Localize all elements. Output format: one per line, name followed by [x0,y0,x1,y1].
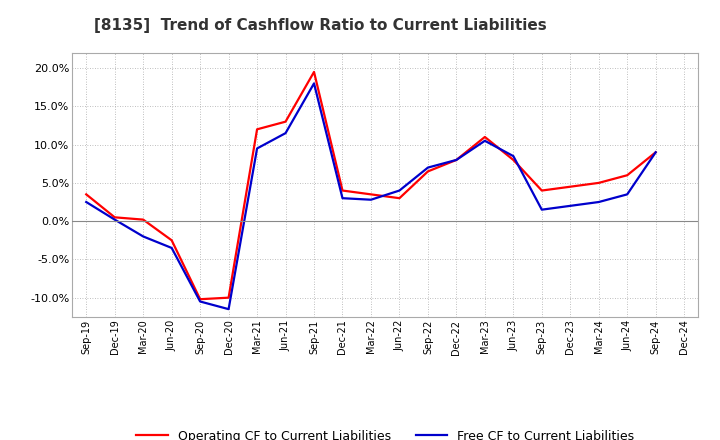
Free CF to Current Liabilities [82,199,91,205]
Operating CF to Current Liabilities [310,69,318,74]
Operating CF to Current Liabilities [139,217,148,222]
Line: Free CF to Current Liabilities: Free CF to Current Liabilities [86,84,656,309]
Operating CF to Current Liabilities [395,195,404,201]
Free CF to Current Liabilities [566,203,575,209]
Free CF to Current Liabilities [423,165,432,170]
Free CF to Current Liabilities [282,131,290,136]
Legend: Operating CF to Current Liabilities, Free CF to Current Liabilities: Operating CF to Current Liabilities, Fre… [131,425,639,440]
Free CF to Current Liabilities [366,197,375,202]
Free CF to Current Liabilities [253,146,261,151]
Operating CF to Current Liabilities [82,192,91,197]
Text: [8135]  Trend of Cashflow Ratio to Current Liabilities: [8135] Trend of Cashflow Ratio to Curren… [94,18,546,33]
Free CF to Current Liabilities [196,299,204,304]
Operating CF to Current Liabilities [366,192,375,197]
Operating CF to Current Liabilities [338,188,347,193]
Operating CF to Current Liabilities [452,157,461,162]
Operating CF to Current Liabilities [537,188,546,193]
Operating CF to Current Liabilities [652,150,660,155]
Operating CF to Current Liabilities [196,297,204,302]
Free CF to Current Liabilities [225,307,233,312]
Operating CF to Current Liabilities [225,295,233,301]
Free CF to Current Liabilities [139,234,148,239]
Operating CF to Current Liabilities [167,238,176,243]
Operating CF to Current Liabilities [423,169,432,174]
Free CF to Current Liabilities [595,199,603,205]
Free CF to Current Liabilities [395,188,404,193]
Operating CF to Current Liabilities [110,215,119,220]
Free CF to Current Liabilities [110,217,119,222]
Free CF to Current Liabilities [623,192,631,197]
Free CF to Current Liabilities [509,154,518,159]
Free CF to Current Liabilities [537,207,546,213]
Operating CF to Current Liabilities [509,157,518,162]
Free CF to Current Liabilities [167,245,176,250]
Free CF to Current Liabilities [452,157,461,162]
Operating CF to Current Liabilities [282,119,290,125]
Free CF to Current Liabilities [338,195,347,201]
Operating CF to Current Liabilities [623,172,631,178]
Free CF to Current Liabilities [310,81,318,86]
Free CF to Current Liabilities [652,150,660,155]
Operating CF to Current Liabilities [253,127,261,132]
Operating CF to Current Liabilities [566,184,575,189]
Operating CF to Current Liabilities [595,180,603,186]
Operating CF to Current Liabilities [480,134,489,139]
Free CF to Current Liabilities [480,138,489,143]
Line: Operating CF to Current Liabilities: Operating CF to Current Liabilities [86,72,656,299]
